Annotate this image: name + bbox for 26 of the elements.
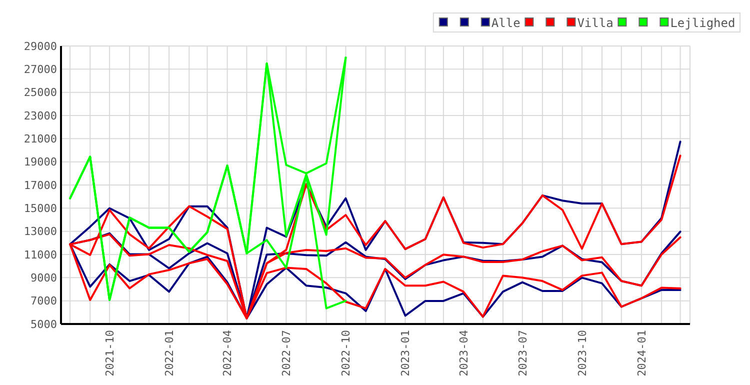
x-tick-label: 2023-04 [457, 330, 470, 376]
y-tick-label: 15000 [24, 202, 57, 216]
y-tick-label: 5000 [30, 318, 57, 331]
legend-label: Alle [491, 16, 520, 30]
legend-label: Lejlighed [670, 16, 736, 30]
y-tick-label: 11000 [24, 248, 57, 262]
y-tick-label: 29000 [24, 40, 57, 53]
x-tick-label: 2023-07 [516, 330, 530, 376]
x-tick-label: 2023-01 [399, 330, 412, 376]
x-tick-label: 2022-01 [162, 330, 176, 376]
y-tick-label: 9000 [30, 272, 57, 285]
y-tick-label: 25000 [24, 86, 57, 100]
x-tick-label: 2023-10 [576, 330, 589, 376]
y-tick-label: 21000 [24, 132, 57, 146]
y-tick-label: 13000 [24, 225, 57, 238]
y-tick-label: 27000 [24, 63, 57, 76]
legend-label: Villa [577, 16, 614, 30]
x-tick-label: 2022-04 [221, 330, 234, 376]
y-tick-label: 17000 [24, 178, 57, 192]
x-tick-label: 2021-10 [103, 330, 116, 376]
x-tick-label: 2024-01 [635, 330, 648, 376]
y-tick-label: 19000 [24, 156, 57, 169]
x-tick-label: 2022-10 [340, 330, 353, 376]
y-tick-label: 7000 [30, 294, 57, 308]
y-tick-label: 23000 [24, 109, 57, 122]
x-tick-label: 2022-07 [280, 330, 294, 376]
